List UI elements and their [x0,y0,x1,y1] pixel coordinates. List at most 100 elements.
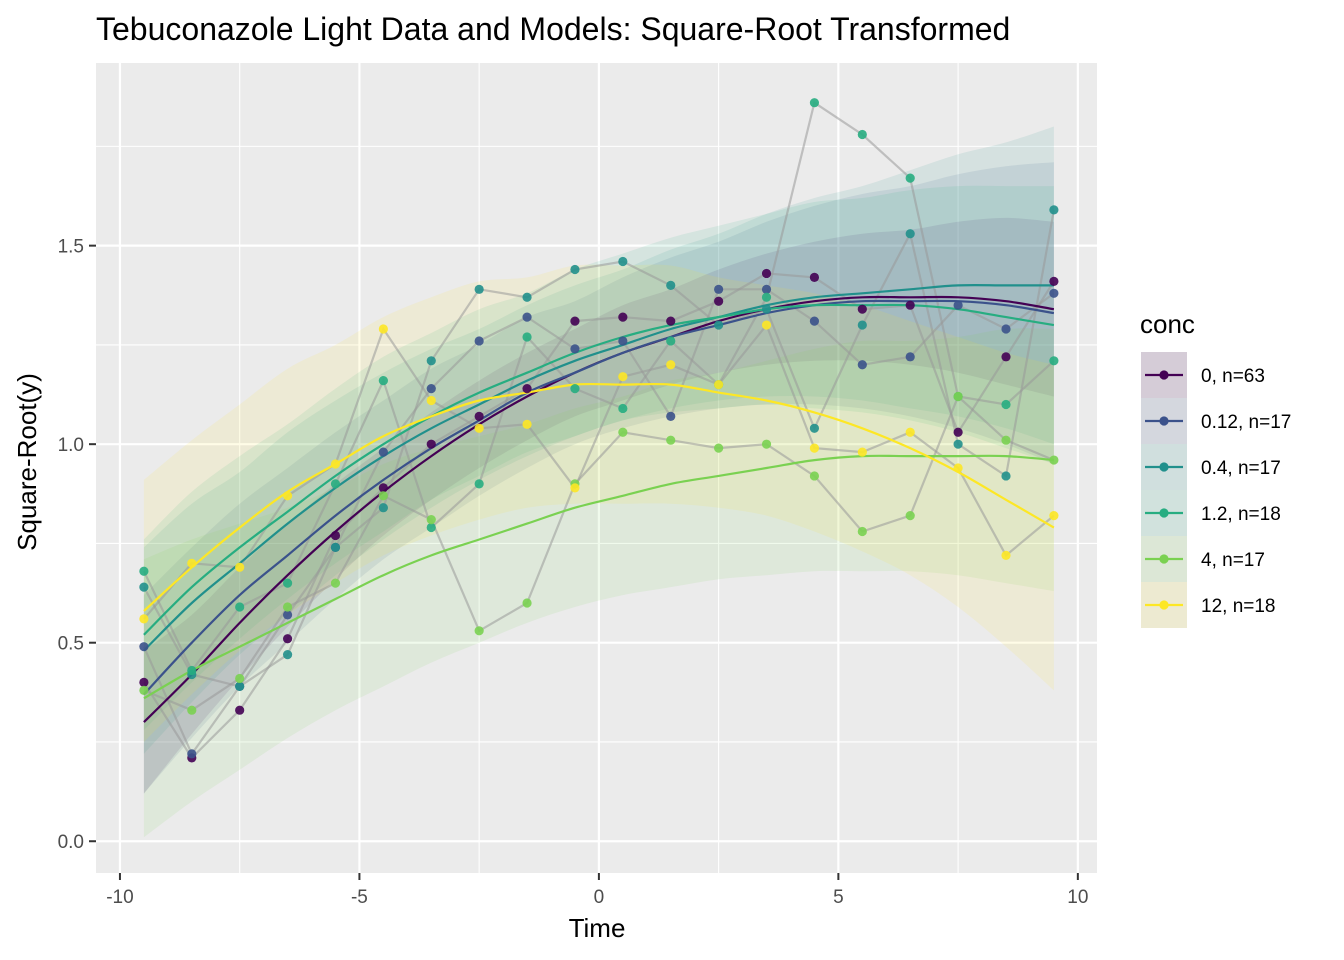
data-point-series-5 [235,562,245,572]
data-point-series-3 [139,566,149,576]
data-point-series-4 [714,443,724,453]
data-point-series-4 [761,439,772,449]
x-tick-label: 5 [833,887,844,908]
legend-title: conc [1140,309,1195,339]
data-point-series-5 [905,427,915,437]
data-point-series-5 [187,558,197,568]
data-point-series-5 [618,372,628,382]
data-point-series-5 [474,423,484,433]
data-point-series-3 [857,129,867,140]
data-point-series-3 [618,403,628,414]
ribbon-series-1 [143,162,1054,794]
data-point-series-3 [666,336,676,346]
data-point-series-0 [618,312,628,322]
data-point-series-1 [857,360,867,370]
data-point-series-5 [809,443,820,453]
data-point-series-2 [618,256,628,267]
data-point-series-4 [809,471,820,481]
y-axis: 0.0 0.5 1.0 1.5 [58,237,96,853]
plot-panel [96,63,1097,873]
data-point-series-4 [953,391,963,402]
data-point-series-5 [1049,511,1059,521]
data-point-series-1 [139,642,149,652]
minor-gridlines [96,63,1097,873]
data-point-series-2 [1049,205,1059,215]
fit-line-series-1 [143,299,1055,696]
data-point-series-3 [474,479,484,489]
connector-series-2 [142,209,1055,688]
y-axis-title: Square-Root(y) [12,373,42,551]
data-point-series-3 [905,173,915,183]
data-point-series-4 [857,526,867,537]
data-point-series-4 [1049,455,1059,465]
data-point-series-2 [714,320,724,330]
x-tick-label: -10 [106,887,133,908]
data-point-series-2 [235,681,245,691]
legend-key-point [1159,508,1169,518]
data-point-series-0 [809,272,820,283]
data-point-series-4 [426,515,436,525]
y-tick-label: 1.5 [58,237,84,258]
legend-key-point [1159,462,1169,472]
data-point-series-1 [618,336,628,346]
data-point-series-2 [139,582,149,592]
data-point-series-0 [474,411,484,421]
data-point-series-0 [761,268,772,279]
data-point-series-3 [282,578,293,588]
y-tick-label: 0.5 [58,634,84,655]
data-point-series-2 [426,356,436,366]
data-point-series-4 [1001,435,1011,445]
data-point-series-1 [905,352,915,362]
data-point-series-5 [761,320,772,330]
data-point-series-4 [235,673,245,684]
data-point-series-4 [474,626,484,636]
legend-label: 1.2, n=18 [1201,504,1281,525]
data-point-series-2 [474,284,484,294]
data-point-series-4 [522,598,532,608]
legend-key-point [1159,416,1169,426]
data-point-series-4 [378,491,388,501]
data-point-series-0 [714,296,724,306]
data-point-series-5 [139,614,149,624]
data-point-series-5 [857,447,867,457]
legend: conc 0, n=63 0.12, n=17 0.4, n=17 1.2, n=18… [1140,309,1291,628]
data-point-series-4 [187,705,197,715]
data-point-series-5 [522,419,532,429]
data-point-series-0 [282,634,293,644]
data-point-series-1 [522,312,532,322]
data-point-series-3 [378,376,388,386]
data-point-series-0 [330,530,341,541]
data-point-series-5 [570,483,580,493]
data-point-series-4 [282,602,293,612]
data-point-series-4 [905,511,915,521]
data-point-series-5 [426,395,436,406]
data-point-series-2 [570,264,580,275]
data-point-series-5 [330,459,341,469]
data-point-series-5 [378,324,388,334]
data-point-series-2 [522,292,532,302]
data-point-series-4 [139,685,149,695]
data-point-series-1 [809,316,820,326]
data-point-series-1 [666,411,676,421]
x-tick-label: 10 [1067,887,1088,908]
x-axis-title: Time [569,913,626,943]
data-point-series-0 [905,300,915,310]
data-point-series-2 [905,229,915,239]
x-axis: -10 -5 0 5 10 [106,873,1088,908]
data-point-series-0 [426,439,436,449]
data-point-series-1 [570,344,580,354]
legend-label: 12, n=18 [1201,596,1276,617]
data-point-series-1 [1049,288,1059,298]
data-point-series-5 [666,360,676,370]
legend-key-point [1159,600,1169,610]
fit-line-series-3 [143,303,1055,636]
connector-series-5 [143,322,1055,620]
y-tick-label: 1.0 [58,435,84,456]
data-point-series-0 [1001,352,1011,362]
data-point-series-3 [1049,356,1059,366]
data-point-series-2 [1001,471,1011,481]
data-point-series-0 [1049,276,1059,286]
data-point-series-4 [666,435,676,445]
legend-label: 0.4, n=17 [1201,458,1281,479]
